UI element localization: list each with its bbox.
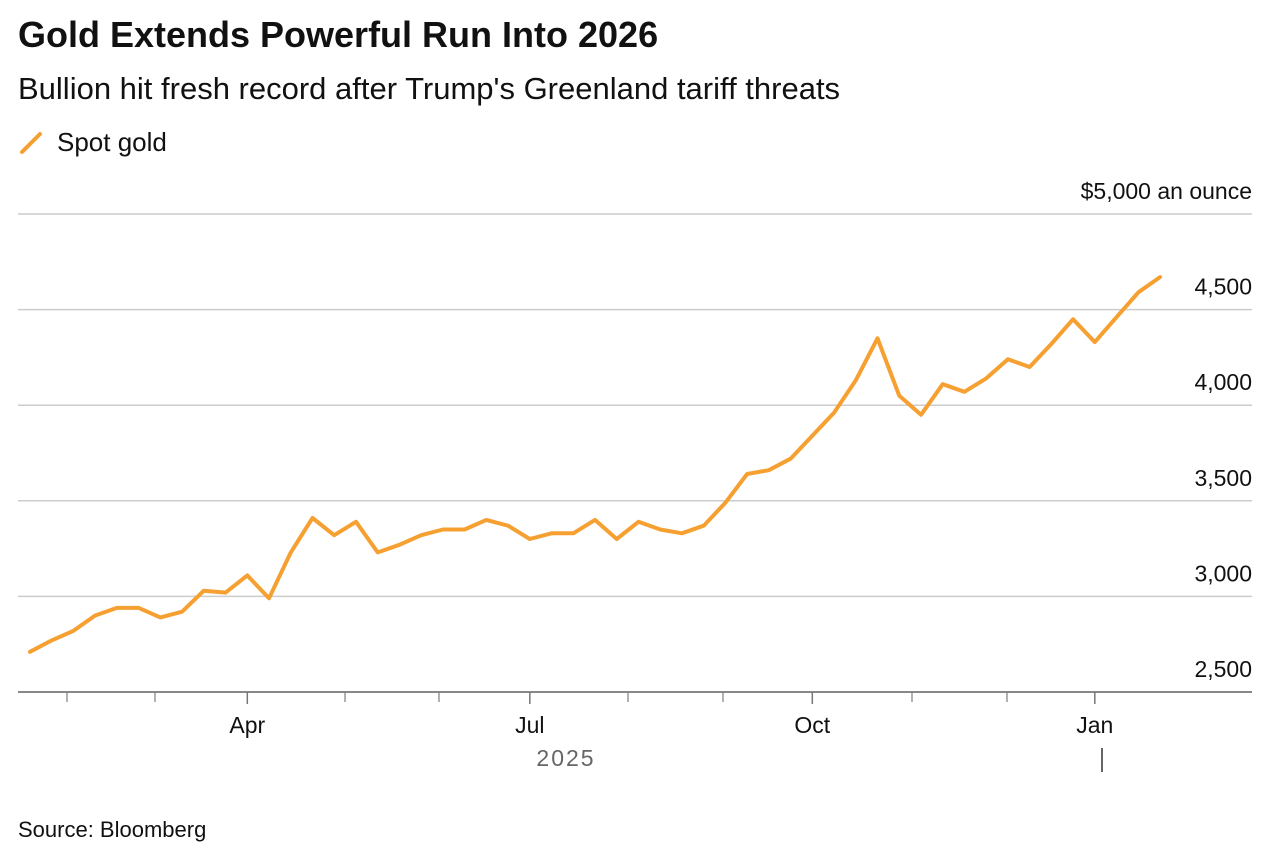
x-tick-label: Apr [229, 712, 265, 738]
x-tick-label: Oct [794, 712, 830, 738]
legend-label: Spot gold [57, 127, 167, 157]
chart-subtitle: Bullion hit fresh record after Trump's G… [18, 71, 840, 106]
y-tick-label: $5,000 an ounce [1081, 178, 1252, 204]
year-label: 2025 [536, 745, 595, 771]
source: Source: Bloomberg [18, 817, 206, 842]
x-tick-label: Jan [1076, 712, 1113, 738]
y-tick-label: 4,500 [1194, 274, 1252, 300]
y-tick-label: 3,000 [1194, 560, 1252, 586]
chart-title: Gold Extends Powerful Run Into 2026 [18, 14, 658, 55]
legend-swatch [20, 132, 42, 154]
series-line [28, 275, 1162, 654]
y-tick-label: 4,000 [1194, 369, 1252, 395]
minor-ticks [66, 692, 1008, 702]
y-tick-label: 2,500 [1194, 656, 1252, 682]
y-tick-label: 3,500 [1194, 465, 1252, 491]
x-tick-label: Jul [515, 712, 544, 738]
